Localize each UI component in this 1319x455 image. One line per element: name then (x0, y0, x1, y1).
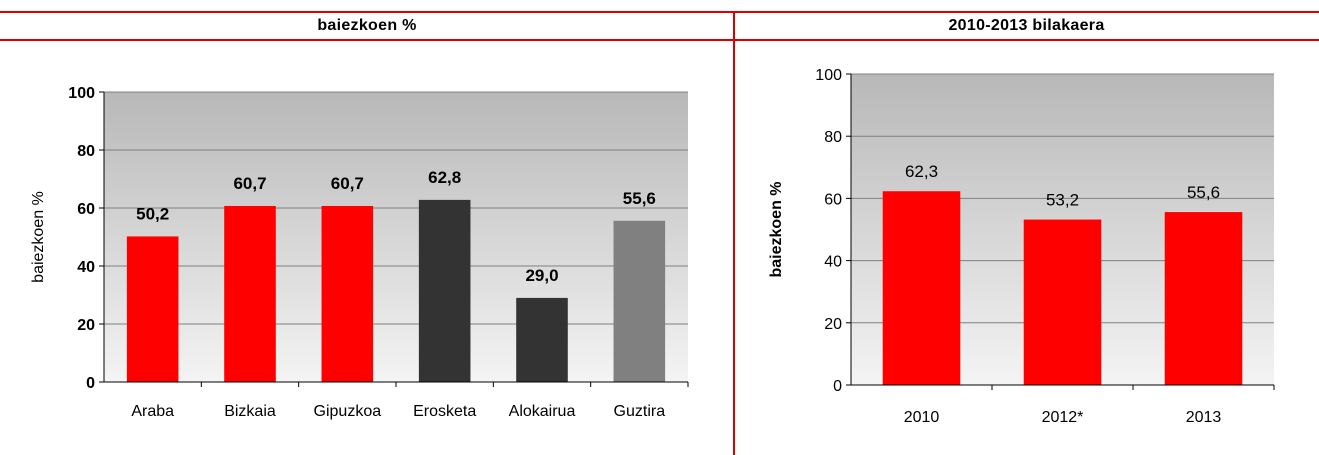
x-tick-label: Bizkaia (224, 403, 276, 420)
y-axis-label: baiezkoen % (30, 191, 47, 283)
y-tick-label: 0 (86, 375, 95, 392)
y-tick-label: 100 (68, 85, 95, 102)
x-tick-label: Erosketa (413, 403, 476, 420)
x-tick-label: Gipuzkoa (314, 403, 382, 420)
y-tick-label: 60 (824, 191, 842, 208)
y-axis-label: baiezkoen % (768, 181, 785, 277)
y-tick-label: 60 (77, 201, 95, 218)
x-tick-label: 2012* (1042, 409, 1084, 426)
y-tick-label: 20 (77, 317, 95, 334)
y-tick-label: 0 (833, 378, 842, 395)
bar-2013 (1164, 212, 1243, 385)
y-tick-label: 40 (77, 259, 95, 276)
regional-bar-chart: 0 20 40 60 80 100 50,2 Araba 60,7 Bizkaia 60,7 Gipu… (30, 85, 689, 420)
data-label: 55,6 (1187, 183, 1220, 202)
y-tick-label: 40 (824, 254, 842, 271)
y-tick-label: 80 (77, 143, 95, 160)
bar-alokairua (516, 297, 568, 382)
data-label: 62,3 (905, 162, 938, 181)
x-tick-label: Araba (131, 403, 174, 420)
left-panel-title: baiezkoen % (0, 11, 734, 41)
bar-guztira (613, 220, 666, 382)
x-tick-label: Guztira (614, 403, 666, 420)
data-label: 60,7 (233, 174, 266, 193)
data-label: 29,0 (525, 266, 558, 285)
x-tick-label: Alokairua (509, 403, 576, 420)
bar-gipuzkoa (321, 205, 374, 382)
y-tick-label: 100 (815, 67, 842, 84)
bar-2012 (1023, 219, 1102, 385)
trend-bar-chart: 0 20 40 60 80 100 62,3 2010 53,2 2012* 55,6 2013 bai… (768, 67, 1275, 426)
x-tick-label: 2010 (904, 409, 940, 426)
panel-divider (733, 11, 735, 455)
bar-araba (126, 236, 179, 382)
bar-erosketa (418, 199, 471, 382)
y-tick-label: 80 (824, 129, 842, 146)
bar-bizkaia (224, 205, 276, 382)
bar-2010 (882, 191, 961, 385)
data-label: 62,8 (428, 168, 461, 187)
y-tick-label: 20 (824, 316, 842, 333)
right-panel-title: 2010-2013 bilakaera (734, 11, 1319, 41)
data-label: 53,2 (1046, 191, 1079, 210)
plot-area (104, 92, 688, 382)
data-label: 60,7 (331, 174, 364, 193)
data-label: 55,6 (623, 189, 656, 208)
x-tick-label: 2013 (1186, 409, 1222, 426)
data-label: 50,2 (136, 204, 169, 223)
